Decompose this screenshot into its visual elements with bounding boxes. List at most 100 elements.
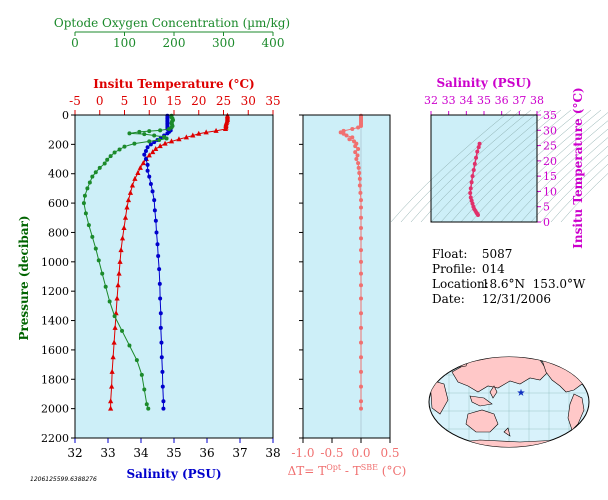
temperature-point [137, 164, 143, 170]
temperature-tick-label: 35 [265, 94, 280, 108]
salinity-tick-label: 32 [67, 446, 82, 460]
delta-t-point [359, 248, 363, 253]
temperature-point [162, 140, 168, 146]
temperature-tick-label: 30 [241, 94, 256, 108]
oxygen-point [157, 137, 162, 142]
delta-t-point [359, 369, 363, 374]
ts-density-contour [450, 109, 572, 223]
ts-panel: 32 33 34 35 36 37 38 0 5 10 15 20 25 30 35 Salinity (… [390, 76, 608, 249]
float-row: Float: 5087 [432, 247, 585, 262]
oxygen-point [147, 129, 152, 134]
oxygen-point [120, 328, 125, 333]
salinity-point [147, 174, 152, 179]
timestamp-stamp: 1206125599.6388276 [30, 476, 97, 483]
oxygen-point [164, 136, 169, 141]
date-value: 12/31/2006 [481, 292, 551, 306]
oxygen-point [147, 139, 152, 144]
delta-t-point [353, 144, 358, 149]
profile-panel: 0 100 200 300 400 Optode Oxygen Concentratio… [17, 16, 303, 481]
pressure-tick-label: 0 [62, 109, 69, 122]
ts-point [469, 198, 474, 203]
temperature-point [115, 282, 121, 288]
temperature-point [153, 146, 159, 152]
salinity-point [156, 253, 161, 258]
temperature-point [140, 160, 146, 166]
date-row: Date: 12/31/2006 [432, 292, 585, 307]
delta-t-point [356, 161, 361, 166]
ts-salinity-tick-label: 34 [459, 94, 473, 107]
ts-temperature-axis-title: Insitu Temperature (°C) [571, 87, 585, 248]
oxygen-point [158, 128, 163, 133]
pressure-tick-label: 800 [48, 226, 69, 239]
delta-t-point [357, 183, 362, 188]
temperature-point [109, 383, 115, 389]
ts-frame [430, 114, 538, 223]
pressure-axis-title: Pressure (decibar) [17, 215, 31, 340]
temperature-tick-label: 15 [166, 94, 181, 108]
ts-density-contour [440, 109, 562, 223]
temperature-series [108, 112, 231, 411]
pressure-tick-label: 200 [48, 138, 69, 151]
delta-t-point [359, 259, 363, 264]
salinity-axis-title: Salinity (PSU) [126, 467, 221, 481]
temperature-point [119, 235, 126, 241]
salinity-tick-label: 36 [199, 446, 214, 460]
oxygen-point [83, 211, 88, 216]
ts-point [475, 149, 480, 154]
oxygen-tick-label: 100 [113, 36, 136, 50]
ts-temperature-tick-label: 10 [543, 185, 557, 198]
temperature-point [190, 132, 196, 138]
delta-t-point [347, 137, 352, 142]
oxygen-point [112, 314, 117, 319]
oxygen-point [100, 271, 105, 276]
oxygen-point [127, 343, 132, 348]
delta-t-tick-label: 0.5 [380, 446, 399, 460]
temperature-point [125, 197, 132, 203]
temperature-tick-label: 25 [216, 94, 231, 108]
delta-t-point [355, 153, 360, 158]
oxygen-point [146, 406, 151, 411]
delta-t-point [359, 399, 363, 404]
pressure-tick-label: 1800 [41, 373, 69, 386]
salinity-point [148, 142, 153, 147]
oxygen-tick-label: 400 [262, 36, 285, 50]
salinity-point [161, 406, 166, 411]
temperature-point [157, 143, 163, 149]
delta-t-tick-label: -0.5 [320, 446, 343, 460]
ts-density-contour [540, 154, 608, 223]
salinity-point [157, 281, 162, 286]
delta-t-tick-label: 0.0 [351, 446, 370, 460]
oxygen-point [93, 170, 98, 175]
temperature-point [118, 247, 124, 253]
delta-t-point [359, 226, 363, 231]
ts-point [472, 161, 477, 166]
location-value: 18.6°N 153.0°W [481, 277, 586, 291]
oxygen-point [103, 284, 108, 289]
delta-t-axis-title: ΔT= TOpt - TSBE (°C) [288, 463, 407, 478]
temperature-point [108, 398, 114, 404]
temperature-point [124, 204, 130, 210]
ts-point [470, 174, 475, 179]
salinity-point [158, 325, 163, 330]
ts-salinity-tick-label: 33 [442, 94, 456, 107]
ts-density-contour [530, 145, 608, 223]
temperature-tick-label: 0 [96, 94, 104, 108]
temperature-point [108, 405, 114, 411]
oxygen-point [132, 141, 137, 146]
salinity-point [165, 131, 170, 136]
ts-density-contour [390, 109, 512, 223]
float-label: Float: [432, 247, 468, 261]
ts-point [471, 168, 476, 173]
temperature-point [116, 270, 122, 276]
salinity-tick-label: 37 [232, 446, 247, 460]
temperature-point [110, 354, 116, 360]
salinity-point [155, 242, 160, 247]
location-label: Location: [432, 277, 489, 291]
ts-temperature-tick-label: 5 [543, 201, 550, 214]
pressure-tick-label: 2000 [41, 403, 69, 416]
delta-t-frame [302, 114, 391, 439]
ts-point [468, 195, 473, 200]
oxygen-point [97, 165, 102, 170]
temperature-point [111, 339, 117, 345]
